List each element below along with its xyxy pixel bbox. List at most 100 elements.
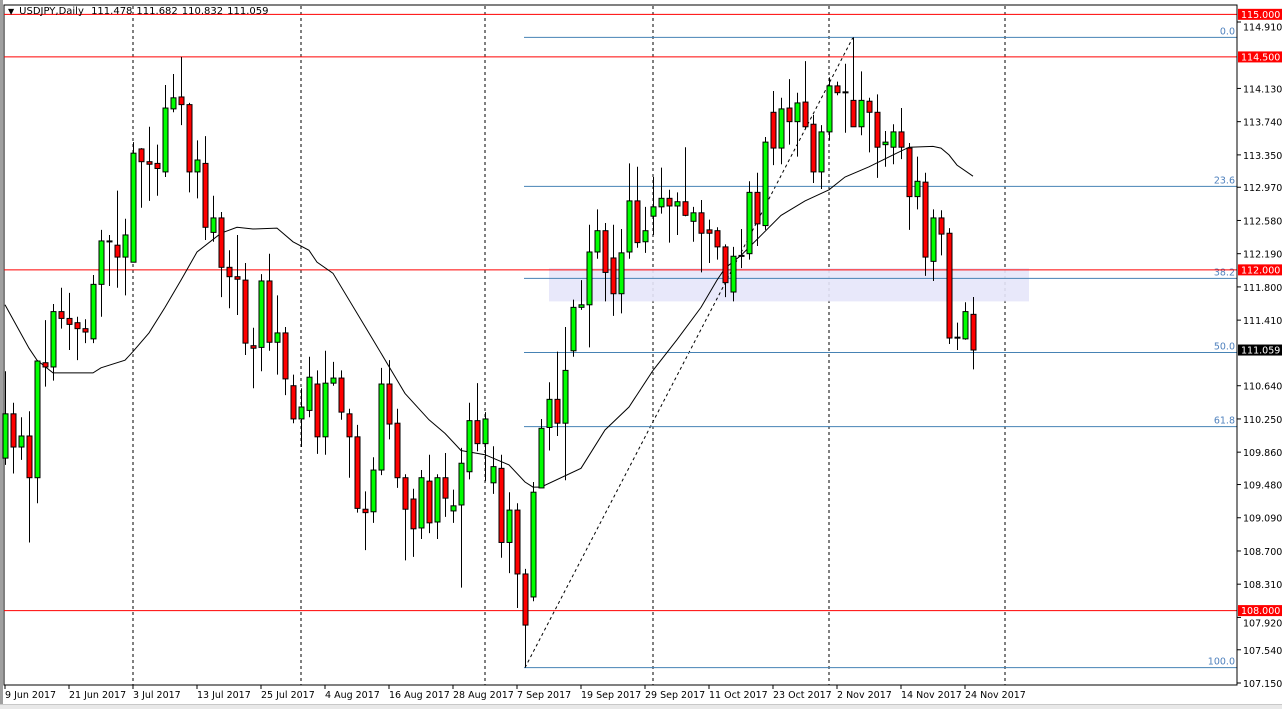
candle-bullish (674, 201, 681, 207)
candle-bearish (402, 477, 409, 510)
candle-bullish (738, 254, 745, 257)
price-tick-label: 114.910 (1243, 22, 1282, 33)
candle-bullish (306, 376, 313, 411)
price-tick-label: 111.800 (1243, 283, 1282, 294)
candle-bullish (546, 398, 553, 428)
candle-bullish (930, 217, 937, 262)
price-tick-label: 112.580 (1243, 216, 1282, 227)
candle-bearish (898, 131, 905, 148)
price-tick-label: 110.250 (1243, 415, 1282, 426)
candle-bearish (154, 162, 161, 170)
candle-bearish (202, 162, 209, 228)
time-tick-label: 2 Nov 2017 (837, 690, 892, 701)
price-tick-label: 112.190 (1243, 250, 1282, 261)
fib-level-label: 61.8 (1214, 416, 1235, 427)
candle-bullish (858, 99, 865, 128)
level-price-badge (1238, 51, 1282, 63)
candle-bullish (130, 152, 137, 263)
level-price-label: 115.000 (1241, 10, 1280, 21)
candle-bearish (610, 257, 617, 295)
candle-bearish (634, 200, 641, 244)
candle-bearish (754, 191, 761, 225)
candle-bearish (970, 313, 977, 351)
price-tick-label: 110.640 (1243, 382, 1282, 393)
candle-bearish (386, 383, 393, 425)
candle-bearish (834, 85, 841, 94)
candle-bullish (650, 206, 657, 217)
candle-bullish (818, 131, 825, 173)
candle-bearish (474, 420, 481, 445)
candle-bullish (2, 413, 9, 459)
candle-bearish (354, 436, 361, 509)
candle-bullish (730, 255, 737, 293)
candle-bearish (290, 385, 297, 420)
candle-bearish (922, 181, 929, 258)
candle-bullish (298, 406, 305, 420)
candle-bearish (426, 480, 433, 524)
candle-bearish (138, 148, 145, 163)
candle-bullish (378, 383, 385, 471)
price-tick-label: 113.350 (1243, 151, 1282, 162)
candle-bullish (210, 217, 217, 233)
level-price-label: 112.000 (1241, 265, 1280, 276)
candle-bullish (778, 108, 785, 149)
candle-bearish (114, 244, 121, 258)
fib-level-label: 38.2 (1214, 267, 1235, 278)
window-left-border (0, 0, 3, 708)
candle-bearish (66, 317, 73, 325)
candle-bullish (658, 197, 665, 208)
candle-bullish (530, 491, 537, 598)
candle-bullish (162, 107, 169, 173)
candle-bullish (618, 252, 625, 295)
time-tick-label: 3 Jul 2017 (133, 690, 181, 701)
candle-bearish (698, 212, 705, 234)
price-tick-label: 107.540 (1243, 646, 1282, 657)
candle-bearish (10, 413, 17, 448)
candle-bullish (330, 377, 337, 384)
candle-bearish (314, 383, 321, 438)
candle-bullish (962, 311, 969, 340)
candle-bullish (98, 240, 105, 285)
last-price-badge (1238, 344, 1282, 356)
candle-bullish (50, 311, 57, 368)
time-tick-label: 24 Nov 2017 (965, 690, 1026, 701)
candle-bearish (554, 398, 561, 424)
ohlc-low: 110.832 (181, 6, 224, 17)
price-tick-label: 109.090 (1243, 514, 1282, 525)
time-tick-label: 13 Jul 2017 (197, 690, 251, 701)
level-price-badge (1238, 8, 1282, 20)
candle-bullish (914, 180, 921, 198)
candle-bullish (642, 230, 649, 243)
candle-bearish (410, 498, 417, 530)
price-tick-label: 107.150 (1243, 679, 1282, 690)
plot-area (3, 4, 1238, 686)
candle-bullish (122, 234, 129, 258)
price-tick-label: 114.130 (1243, 84, 1282, 95)
candle-bullish (578, 304, 585, 308)
candle-bullish (450, 505, 457, 512)
price-tick-label: 111.410 (1243, 316, 1282, 327)
candle-bullish (842, 91, 849, 94)
candle-bullish (274, 332, 281, 343)
candle-bearish (802, 101, 809, 128)
candle-bullish (458, 462, 465, 506)
candle-bearish (242, 279, 249, 344)
moving-average-line (4, 145, 974, 488)
level-price-badge (1238, 264, 1282, 276)
candle-bearish (394, 422, 401, 479)
candle-bullish (434, 477, 441, 523)
candle-bearish (226, 266, 233, 278)
candle-bearish (946, 232, 953, 339)
candle-bearish (186, 104, 193, 173)
candle-bullish (490, 466, 497, 484)
chart-menu-triangle-icon[interactable]: ▼ (8, 7, 15, 16)
candle-bullish (34, 360, 41, 479)
candle-bullish (954, 336, 961, 339)
candle-bearish (866, 100, 873, 113)
ohlc-open: 111.478 (91, 6, 133, 17)
candle-bearish (666, 197, 673, 207)
time-tick-label: 9 Jun 2017 (5, 690, 56, 701)
candle-bullish (482, 418, 489, 445)
